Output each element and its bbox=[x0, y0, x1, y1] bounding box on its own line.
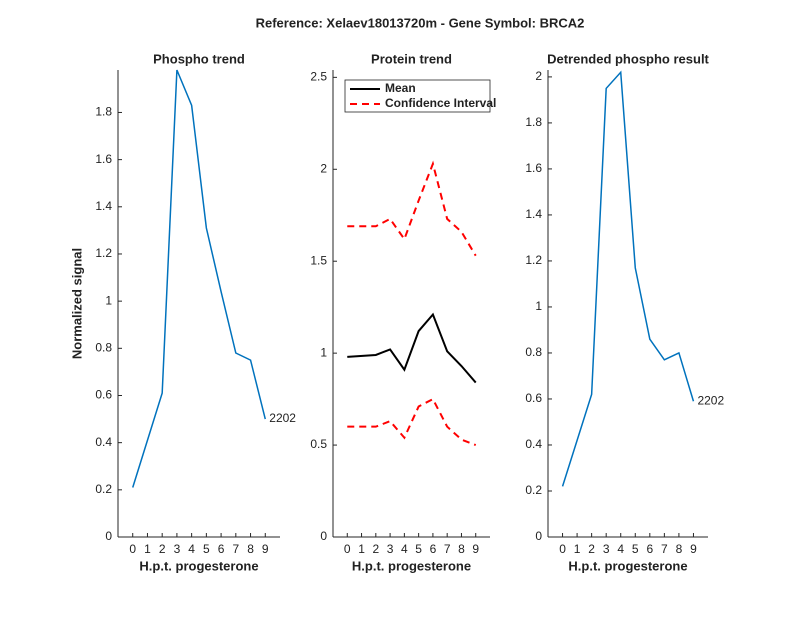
y-tick-label: 0.6 bbox=[525, 391, 542, 405]
x-tick-label: 4 bbox=[401, 542, 408, 556]
x-tick-label: 0 bbox=[344, 542, 351, 556]
x-tick-label: 8 bbox=[247, 542, 254, 556]
x-axis-label: H.p.t. progesterone bbox=[568, 558, 687, 573]
y-tick-label: 0 bbox=[105, 529, 112, 543]
x-axis-label: H.p.t. progesterone bbox=[139, 558, 258, 573]
x-tick-label: 4 bbox=[617, 542, 624, 556]
chart-title: Phospho trend bbox=[153, 51, 245, 66]
x-tick-label: 1 bbox=[358, 542, 365, 556]
legend-label: Confidence Interval bbox=[385, 96, 496, 110]
y-tick-label: 0.2 bbox=[525, 483, 542, 497]
x-tick-label: 8 bbox=[676, 542, 683, 556]
y-tick-label: 1.2 bbox=[95, 246, 112, 260]
data-line bbox=[132, 69, 267, 488]
x-tick-label: 6 bbox=[430, 542, 437, 556]
y-tick-label: 1.8 bbox=[525, 115, 542, 129]
x-tick-label: 1 bbox=[574, 542, 581, 556]
data-line bbox=[561, 70, 695, 487]
y-tick-label: 0.8 bbox=[95, 340, 112, 354]
y-tick-label: 1.6 bbox=[525, 161, 542, 175]
mean-line bbox=[347, 312, 477, 384]
x-tick-label: 7 bbox=[661, 542, 668, 556]
ci-lower-line bbox=[347, 397, 477, 447]
y-tick-label: 2 bbox=[320, 161, 327, 175]
y-tick-label: 0.5 bbox=[310, 437, 327, 451]
y-tick-label: 1 bbox=[105, 293, 112, 307]
x-tick-label: 2 bbox=[588, 542, 595, 556]
x-tick-label: 4 bbox=[188, 542, 195, 556]
legend-label: Mean bbox=[385, 81, 416, 95]
x-tick-label: 0 bbox=[559, 542, 566, 556]
x-tick-label: 0 bbox=[129, 542, 136, 556]
x-tick-label: 6 bbox=[646, 542, 653, 556]
y-tick-label: 1.4 bbox=[95, 199, 112, 213]
x-tick-label: 2 bbox=[372, 542, 379, 556]
y-axis-label: Normalized signal bbox=[69, 248, 84, 359]
x-axis-label: H.p.t. progesterone bbox=[352, 558, 471, 573]
x-tick-label: 9 bbox=[472, 542, 479, 556]
chart-title: Protein trend bbox=[371, 51, 452, 66]
y-tick-label: 1 bbox=[535, 299, 542, 313]
y-tick-label: 1.2 bbox=[525, 253, 542, 267]
y-tick-label: 1.4 bbox=[525, 207, 542, 221]
x-tick-label: 1 bbox=[144, 542, 151, 556]
ci-upper-line bbox=[347, 160, 477, 257]
y-tick-label: 1.8 bbox=[95, 105, 112, 119]
y-tick-label: 0.2 bbox=[95, 482, 112, 496]
y-tick-label: 2 bbox=[535, 69, 542, 83]
x-tick-label: 2 bbox=[159, 542, 166, 556]
x-tick-label: 3 bbox=[174, 542, 181, 556]
line-label: 2202 bbox=[697, 393, 724, 407]
x-tick-label: 9 bbox=[262, 542, 269, 556]
y-tick-label: 0 bbox=[535, 529, 542, 543]
chart-title: Detrended phospho result bbox=[547, 51, 709, 66]
figure-title: Reference: Xelaev18013720m - Gene Symbol… bbox=[256, 15, 585, 30]
x-tick-label: 5 bbox=[203, 542, 210, 556]
y-tick-label: 0 bbox=[320, 529, 327, 543]
y-tick-label: 1.5 bbox=[310, 253, 327, 267]
line-label: 2202 bbox=[269, 411, 296, 425]
x-tick-label: 9 bbox=[690, 542, 697, 556]
y-tick-label: 0.4 bbox=[525, 437, 542, 451]
y-tick-label: 1 bbox=[320, 345, 327, 359]
x-tick-label: 3 bbox=[603, 542, 610, 556]
y-tick-label: 1.6 bbox=[95, 152, 112, 166]
x-tick-label: 6 bbox=[218, 542, 225, 556]
y-tick-label: 0.6 bbox=[95, 388, 112, 402]
x-tick-label: 3 bbox=[387, 542, 394, 556]
y-tick-label: 0.8 bbox=[525, 345, 542, 359]
x-tick-label: 5 bbox=[632, 542, 639, 556]
y-tick-label: 2.5 bbox=[310, 70, 327, 84]
y-tick-label: 0.4 bbox=[95, 435, 112, 449]
x-tick-label: 5 bbox=[415, 542, 422, 556]
x-tick-label: 7 bbox=[232, 542, 239, 556]
x-tick-label: 7 bbox=[444, 542, 451, 556]
x-tick-label: 8 bbox=[458, 542, 465, 556]
legend-box bbox=[344, 79, 491, 113]
